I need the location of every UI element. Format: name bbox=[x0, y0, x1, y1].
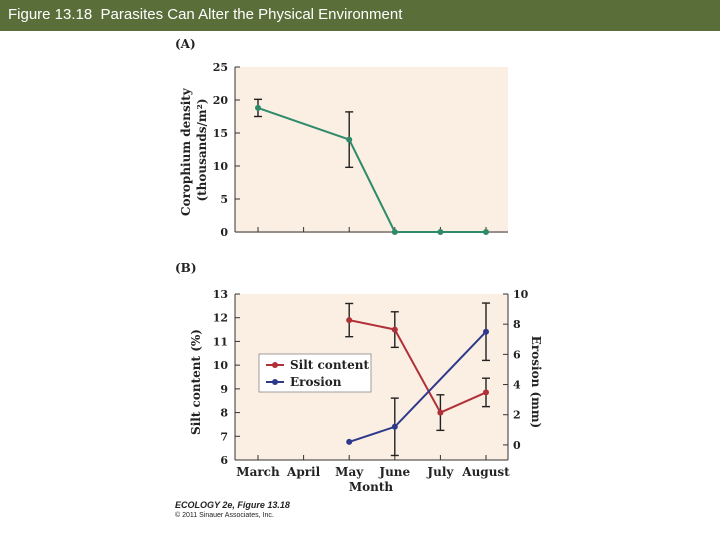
panel-a-data-point bbox=[483, 229, 489, 235]
credit: ECOLOGY 2e, Figure 13.18 © 2011 Sinauer … bbox=[175, 500, 290, 519]
panel-b-x-tick-label: June bbox=[378, 465, 410, 479]
legend-marker bbox=[272, 379, 278, 385]
panel-b-x-tick-label: August bbox=[461, 465, 510, 479]
panel-b-y-tick-label: 6 bbox=[220, 454, 228, 467]
panel-b-x-tick-label: July bbox=[426, 465, 454, 479]
legend: Silt content Erosion bbox=[258, 353, 372, 393]
panel-b-y-tick-label: 13 bbox=[213, 288, 228, 301]
panel-b-y-axis-label: Silt content (%) bbox=[189, 329, 203, 435]
panel-b-y2-tick-label: 0 bbox=[513, 439, 521, 452]
panel-b-y-tick-label: 12 bbox=[213, 312, 228, 325]
panel-b-y2-axis-label: Erosion (mm) bbox=[529, 336, 543, 428]
panel-a-series bbox=[254, 98, 489, 235]
legend-marker bbox=[272, 362, 278, 368]
panel-a-y-axis-label: Corophium density (thousands/m²) bbox=[179, 84, 209, 216]
panel-a-data-point bbox=[437, 229, 444, 235]
panel-a: (A) 0 5 10 15 20 25 Corophium density (thousa… bbox=[175, 37, 508, 239]
panel-b-y2-tick-label: 10 bbox=[513, 288, 529, 301]
panel-b-data-point bbox=[391, 326, 398, 333]
panel-b-x-tick-label: April bbox=[286, 465, 321, 479]
panel-a-y-tick-label: 5 bbox=[220, 193, 228, 206]
panel-a-y-tick-label: 15 bbox=[213, 127, 228, 140]
panel-b-data-point bbox=[346, 317, 353, 324]
panel-a-data-point bbox=[346, 136, 353, 143]
panel-b-data-point bbox=[483, 328, 489, 335]
panel-b-y2-tick-label: 4 bbox=[513, 379, 521, 392]
legend-box bbox=[258, 353, 372, 393]
panel-b-series bbox=[345, 302, 490, 457]
panel-b-data-point bbox=[437, 409, 444, 416]
panel-b-y2-tick-label: 6 bbox=[513, 348, 521, 361]
panel-b-y-tick-label: 9 bbox=[220, 383, 228, 396]
panel-a-y-tick-label: 20 bbox=[213, 94, 229, 107]
panel-a-y-tick-label: 0 bbox=[220, 226, 228, 239]
panel-b-x-axis-label: Month bbox=[349, 480, 394, 494]
slide-title: Figure 13.18 Parasites Can Alter the Phy… bbox=[8, 6, 403, 23]
panel-b-x-ticks: March April May June July August bbox=[235, 455, 510, 479]
panel-b-y-tick-label: 10 bbox=[213, 359, 229, 372]
panel-b-y-tick-label: 8 bbox=[220, 407, 228, 420]
panel-b-y2-ticks: 0 2 4 6 8 10 bbox=[503, 288, 529, 460]
panel-b-label: (B) bbox=[175, 261, 197, 275]
legend-label: Silt content bbox=[290, 358, 369, 372]
panel-b-data-point bbox=[483, 389, 489, 396]
panel-a-y-ticks: 0 5 10 15 20 25 bbox=[213, 61, 240, 239]
panel-b: (B) 6 7 8 9 10 11 12 13 0 2 4 6 8 10 March April May Ju… bbox=[175, 261, 543, 494]
panel-b-data-point bbox=[346, 438, 353, 445]
credit-line-1: ECOLOGY 2e, Figure 13.18 bbox=[175, 500, 290, 510]
panel-b-series-line bbox=[348, 319, 487, 414]
panel-a-label: (A) bbox=[175, 37, 196, 51]
panel-a-data-point bbox=[255, 104, 261, 111]
panel-b-y-tick-label: 7 bbox=[220, 430, 228, 443]
panel-b-y2-tick-label: 2 bbox=[513, 409, 521, 422]
panel-b-y-tick-label: 11 bbox=[213, 335, 228, 348]
panel-b-y2-tick-label: 8 bbox=[513, 318, 521, 331]
panel-a-y-tick-label: 25 bbox=[213, 61, 228, 74]
panel-b-data-point bbox=[391, 423, 398, 430]
legend-label: Erosion bbox=[290, 375, 342, 389]
title-bar: Figure 13.18 Parasites Can Alter the Phy… bbox=[0, 0, 720, 31]
panel-a-data-point bbox=[391, 229, 398, 235]
panel-a-y-tick-label: 10 bbox=[213, 160, 229, 173]
panel-a-plot-bg bbox=[235, 67, 508, 233]
credit-line-2: © 2011 Sinauer Associates, Inc. bbox=[175, 512, 274, 519]
panel-b-x-tick-label: May bbox=[335, 465, 364, 479]
panel-b-x-tick-label: March bbox=[236, 465, 280, 479]
panel-b-y-ticks: 6 7 8 9 10 11 12 13 bbox=[213, 288, 240, 467]
